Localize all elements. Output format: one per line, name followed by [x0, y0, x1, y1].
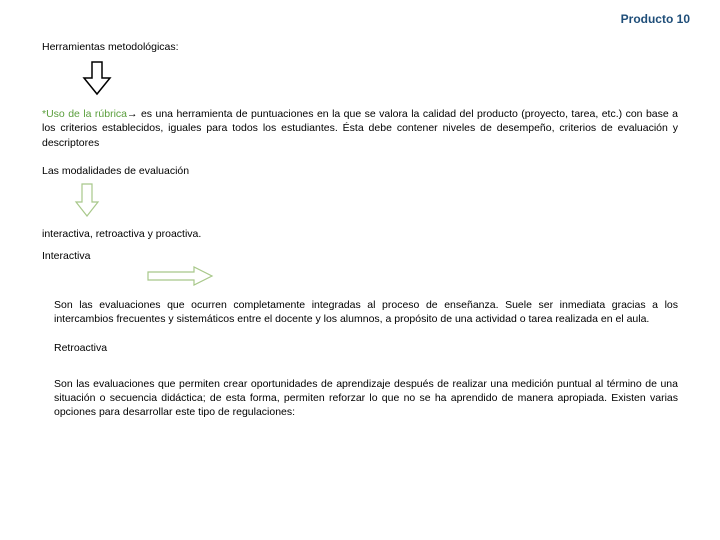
arrow-down-icon: [82, 60, 678, 101]
retroactiva-title: Retroactiva: [54, 341, 678, 355]
page-header: Producto 10: [621, 12, 690, 26]
heading-herramientas: Herramientas metodológicas:: [42, 40, 678, 54]
heading-modalidades: Las modalidades de evaluación: [42, 164, 678, 178]
types-line: interactiva, retroactiva y proactiva.: [42, 227, 678, 241]
retroactiva-body: Son las evaluaciones que permiten crear …: [54, 377, 678, 420]
document-body: Herramientas metodológicas: *Uso de la r…: [42, 40, 678, 419]
arrow-down-outline-icon: [74, 182, 678, 223]
rubrica-label: *Uso de la rúbrica: [42, 108, 127, 120]
interactiva-title: Interactiva: [42, 249, 678, 263]
arrow-right-outline-icon: [146, 265, 678, 292]
rubrica-paragraph: *Uso de la rúbrica→ es una herramienta d…: [42, 107, 678, 150]
interactiva-body: Son las evaluaciones que ocurren complet…: [54, 298, 678, 326]
rubrica-text: → es una herramienta de puntuaciones en …: [42, 108, 678, 148]
